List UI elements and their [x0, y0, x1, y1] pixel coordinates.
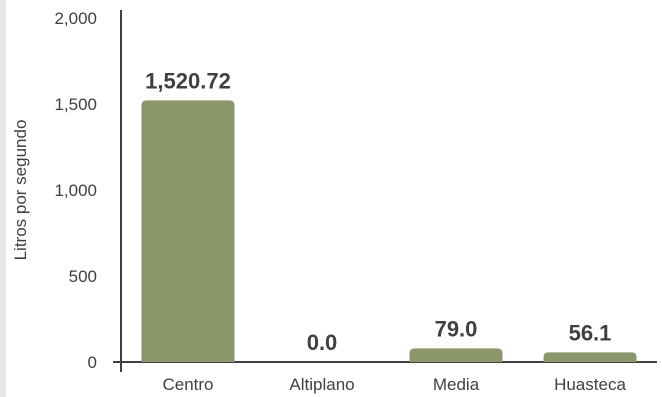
x-tick-label-centro: Centro — [162, 375, 213, 394]
y-tick-label: 2,000 — [54, 9, 97, 28]
data-label-media: 79.0 — [435, 316, 478, 341]
data-label-huasteca: 56.1 — [569, 320, 612, 345]
data-labels: 1,520.72 0.0 79.0 56.1 — [145, 68, 611, 355]
x-tick-label-altiplano: Altiplano — [289, 375, 354, 394]
x-tick-label-media: Media — [433, 375, 480, 394]
data-label-centro: 1,520.72 — [145, 68, 231, 93]
x-tick-label-huasteca: Huasteca — [554, 375, 626, 394]
y-axis: 0 500 1,000 1,500 2,000 — [54, 9, 122, 372]
x-axis: Centro Altiplano Media Huasteca — [113, 361, 657, 394]
bar-media — [409, 348, 503, 362]
y-axis-title: Litros por segundo — [11, 120, 30, 261]
data-label-altiplano: 0.0 — [307, 330, 338, 355]
y-tick-label: 1,000 — [54, 181, 97, 200]
y-tick-label: 0 — [88, 353, 97, 372]
bar-centro — [141, 100, 235, 362]
bar-huasteca — [543, 352, 637, 362]
bars — [141, 100, 637, 362]
y-tick-label: 1,500 — [54, 95, 97, 114]
left-edge-strip — [0, 0, 6, 397]
y-tick-label: 500 — [69, 267, 97, 286]
